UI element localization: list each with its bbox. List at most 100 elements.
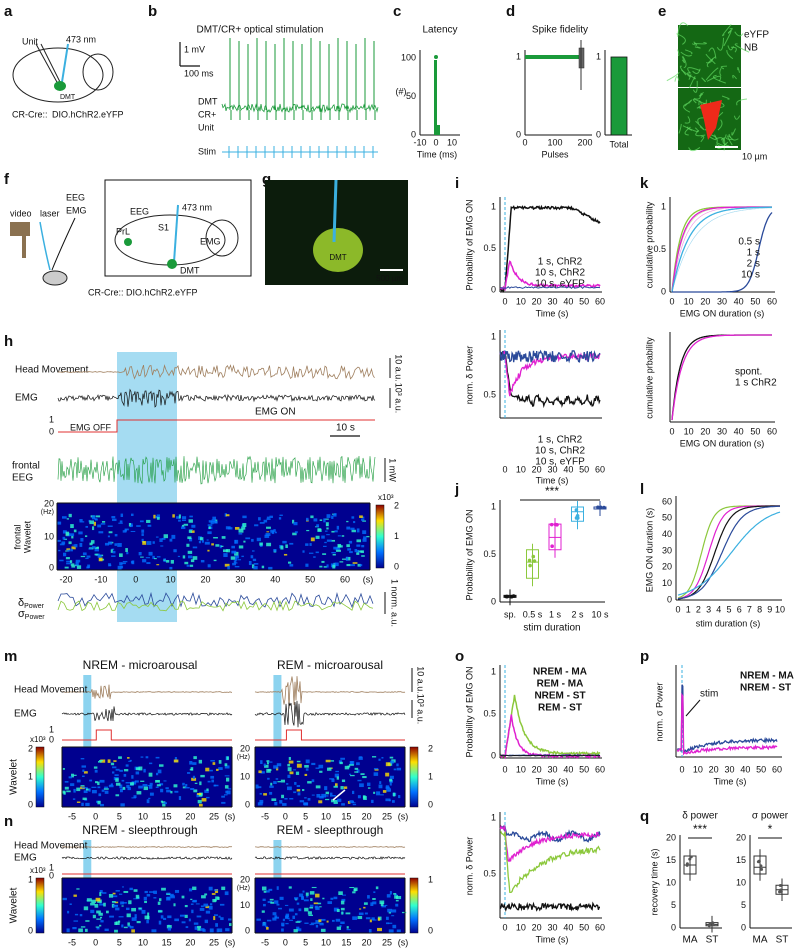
x-tick-label: -5	[261, 937, 269, 947]
x-tick-label: 0	[502, 922, 507, 932]
state-trace	[62, 729, 232, 741]
trace	[500, 286, 601, 290]
wavelet-speck	[126, 907, 130, 911]
label: Head Movement	[15, 365, 89, 376]
wavelet-speck	[155, 786, 159, 788]
wavelet-speck	[62, 768, 65, 770]
wavelet-speck	[173, 903, 176, 907]
wavelet-speck	[122, 902, 127, 904]
wavelet-speck	[81, 802, 84, 806]
wavelet-speck	[62, 790, 66, 794]
wavelet-speck	[346, 526, 351, 530]
fiber	[666, 71, 680, 82]
emg-trace	[61, 706, 233, 722]
wavelet-speck	[68, 776, 72, 779]
y-tick-label: 1	[428, 874, 433, 884]
wavelet-speck	[62, 536, 66, 540]
wavelet-speck	[266, 890, 270, 893]
wavelet-speck	[311, 762, 316, 766]
wavelet-speck	[133, 898, 138, 900]
wavelet-speck	[228, 918, 233, 921]
wavelet-speck	[159, 538, 163, 542]
wavelet-speck	[362, 530, 367, 535]
point	[574, 516, 579, 520]
wavelet-speck	[358, 912, 364, 916]
x-tick-label: 50	[305, 574, 315, 584]
wavelet-speck	[326, 514, 331, 518]
frame	[104, 179, 252, 277]
mouse	[42, 270, 68, 286]
label: stim duration	[523, 623, 580, 634]
wavelet-speck	[306, 517, 309, 522]
wavelet-speck	[73, 774, 77, 776]
wavelet-speck	[84, 535, 88, 538]
wavelet-speck	[111, 518, 117, 522]
label: 10³ a.u.	[416, 694, 426, 725]
x-tick-label: 20	[200, 574, 210, 584]
wavelet-speck	[298, 893, 304, 897]
wavelet-speck	[279, 514, 283, 516]
label: EMG	[66, 205, 87, 215]
label: DMT	[198, 96, 218, 106]
fiber	[726, 50, 734, 60]
wavelet-speck	[212, 762, 216, 765]
electrode	[40, 43, 62, 85]
wavelet-speck	[257, 786, 262, 789]
wavelet-speck	[352, 790, 355, 795]
wavelet-speck	[226, 790, 231, 795]
wavelet-speck	[89, 520, 95, 525]
wavelet-speck	[145, 557, 150, 559]
wavelet-speck	[106, 910, 109, 914]
wavelet-speck	[263, 903, 266, 907]
wavelet-speck	[120, 565, 124, 569]
wavelet-speck	[57, 539, 61, 542]
wavelet-speck	[157, 769, 162, 774]
wavelet-speck	[274, 900, 279, 904]
x-tick-label: 40	[740, 764, 750, 774]
wavelet-speck	[91, 899, 96, 904]
y-tick-label: 30	[662, 545, 672, 555]
wavelet-speck	[307, 911, 312, 915]
wavelet-speck	[373, 791, 376, 794]
wavelet-speck	[330, 760, 335, 762]
wavelet-speck	[388, 911, 392, 914]
x-tick-label: 5	[726, 604, 731, 614]
wavelet-speck	[111, 548, 115, 551]
wavelet-speck	[313, 902, 319, 905]
emg-trace	[61, 856, 233, 860]
brain-outline	[12, 47, 104, 103]
fiber	[731, 128, 736, 136]
wavelet-speck	[130, 524, 134, 527]
wavelet-speck	[361, 518, 365, 521]
wavelet-speck	[388, 929, 394, 934]
wavelet-speck	[305, 563, 309, 567]
wavelet-speck	[341, 898, 346, 902]
wavelet-speck	[181, 524, 185, 528]
wavelet-speck	[279, 896, 284, 900]
wavelet-speck	[152, 555, 155, 559]
x-tick-label: 25	[209, 811, 219, 821]
wavelet-speck	[145, 756, 149, 759]
x-tick-label: 60	[595, 764, 605, 774]
wavelet-speck	[92, 914, 96, 919]
fiber	[720, 65, 727, 70]
label: NREM - ST	[534, 691, 585, 702]
y-tick-label: 1	[596, 51, 601, 61]
y-tick-label: 1	[428, 771, 433, 781]
label: x10³	[30, 866, 46, 875]
x-tick-label: 20	[700, 296, 710, 306]
wavelet-speck	[321, 535, 325, 539]
panel-letter: b	[148, 3, 157, 20]
wavelet-speck	[361, 516, 365, 519]
label: (Hz)	[237, 754, 250, 761]
x-tick-label: 0	[133, 574, 138, 584]
label: Spike fidelity	[532, 25, 588, 36]
wavelet-speck	[350, 774, 355, 777]
wavelet-speck	[181, 519, 187, 521]
wavelet-speck	[115, 778, 119, 782]
wavelet-speck	[178, 796, 182, 800]
panel-letter: f	[4, 171, 10, 188]
point	[759, 864, 763, 868]
label: Time (s)	[536, 308, 569, 318]
x-tick-label: 40	[563, 464, 573, 474]
